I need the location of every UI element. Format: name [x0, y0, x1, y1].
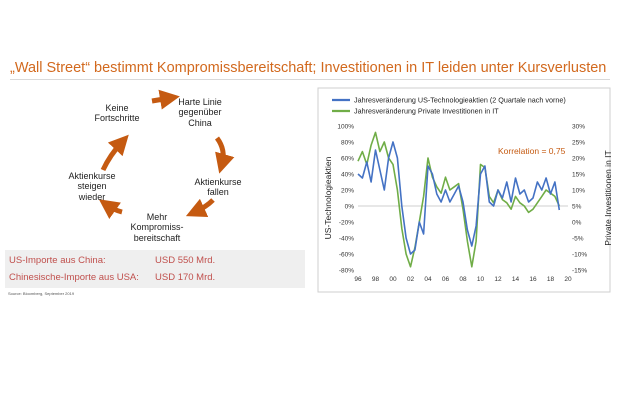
x-tick: 16: [529, 276, 537, 283]
chart-frame: [317, 87, 611, 293]
y-tick-left: 40%: [341, 172, 354, 179]
cycle-node: Aktienkurse steigen wieder: [52, 171, 132, 202]
cycle-node: Keine Fortschritte: [77, 103, 157, 124]
y-tick-right: -15%: [572, 268, 587, 275]
x-tick: 00: [389, 276, 397, 283]
cycle-arrow: [214, 136, 235, 174]
cycle-node: Harte Linie gegenüber China: [160, 97, 240, 128]
x-tick: 96: [354, 276, 362, 283]
cycle-node-line: China: [188, 117, 212, 128]
y-tick-right: 30%: [572, 124, 585, 131]
y-tick-right: 15%: [572, 172, 585, 179]
y-tick-right: -5%: [572, 236, 584, 243]
y-axis-label-left: US-Technologieaktien: [323, 156, 333, 239]
cycle-arrow: [151, 89, 180, 110]
x-tick: 20: [564, 276, 572, 283]
y-tick-right: 5%: [572, 204, 582, 211]
y-tick-left: -40%: [339, 236, 354, 243]
y-axis-label-right: Private Investitionen in IT: [603, 150, 613, 245]
cycle-arrow: [100, 134, 129, 172]
y-tick-left: 80%: [341, 140, 354, 147]
y-tick-right: 0%: [572, 220, 582, 227]
source-note: Source: Bloomberg, September 2019: [8, 291, 75, 296]
title-divider: [10, 79, 610, 80]
x-tick: 02: [407, 276, 415, 283]
y-tick-right: 20%: [572, 156, 585, 163]
y-tick-right: 10%: [572, 188, 585, 195]
y-tick-left: -60%: [339, 252, 354, 259]
cycle-node: Mehr Kompromiss-bereitschaft: [117, 212, 197, 243]
y-tick-left: -20%: [339, 220, 354, 227]
y-tick-left: 20%: [341, 188, 354, 195]
cycle-node-line: steigen: [77, 181, 107, 192]
imports-row-value: USD 170 Mrd.: [155, 272, 216, 283]
imports-row-label: US-Importe aus China:: [9, 255, 106, 266]
cycle-node-line: Keine: [105, 103, 129, 113]
imports-row-value: USD 550 Mrd.: [155, 255, 216, 266]
y-tick-left: -80%: [339, 268, 354, 275]
correlation-annotation: Korrelation = 0,75: [498, 146, 566, 156]
x-tick: 06: [442, 276, 450, 283]
cycle-arrow: [98, 199, 123, 219]
cycle-node-line: Aktienkurse: [194, 177, 242, 187]
x-tick: 98: [372, 276, 380, 283]
x-tick: 12: [494, 276, 502, 283]
cycle-node-line: Fortschritte: [94, 113, 140, 124]
y-tick-right: -10%: [572, 252, 587, 259]
y-tick-right: 25%: [572, 140, 585, 147]
cycle-node-line: wieder: [78, 191, 106, 202]
series-line: [357, 141, 561, 255]
y-tick-left: 60%: [341, 156, 354, 163]
series-line: [357, 131, 561, 268]
cycle-node-line: Harte Linie: [178, 97, 222, 107]
cycle-node-line: fallen: [207, 187, 229, 198]
cycle-node: Aktienkurse fallen: [178, 177, 258, 198]
imports-box: US-Importe aus China: USD 550 Mrd. Chine…: [5, 250, 305, 288]
cycle-node-line: Aktienkurse: [68, 171, 116, 181]
x-tick: 18: [547, 276, 555, 283]
cycle-node-line: bereitschaft: [133, 232, 181, 243]
legend-label: Jahresveränderung US-Technologieaktien (…: [354, 96, 566, 105]
imports-row-label: Chinesische-Importe aus USA:: [9, 272, 139, 283]
y-tick-left: 100%: [337, 124, 354, 131]
x-tick: 10: [477, 276, 485, 283]
x-tick: 08: [459, 276, 467, 283]
cycle-node-line: Mehr: [146, 212, 168, 222]
x-tick: 14: [512, 276, 520, 283]
y-tick-left: 0%: [345, 204, 355, 211]
page-title: „Wall Street“ bestimmt Kompromissbereits…: [10, 60, 607, 76]
x-tick: 04: [424, 276, 432, 283]
cycle-node-line: gegenüber: [178, 107, 222, 118]
legend-label: Jahresveränderung Private Investitionen …: [354, 107, 499, 116]
cycle-node-line: Kompromiss-: [130, 222, 184, 233]
cycle-arrow: [185, 198, 215, 217]
cycle-diagram: [98, 89, 235, 219]
